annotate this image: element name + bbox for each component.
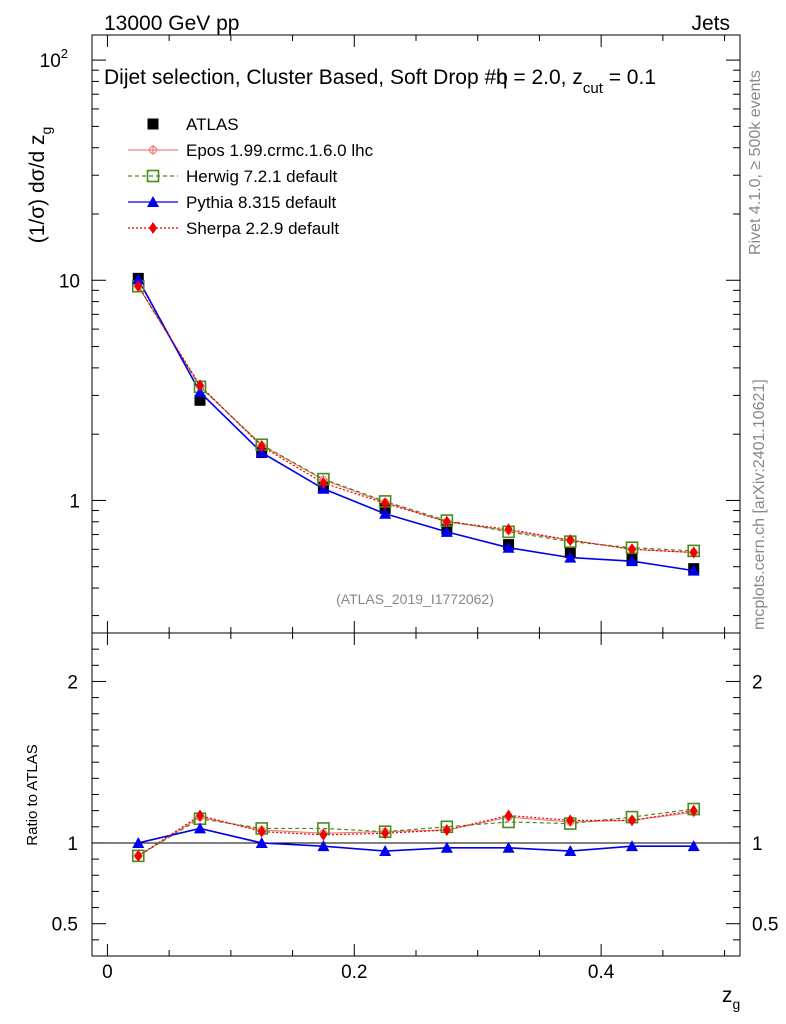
legend-label-0: Epos 1.99.crmc.1.6.0 lhc xyxy=(186,141,374,160)
series-3-point xyxy=(504,523,513,536)
x-tick-label: 0 xyxy=(102,962,113,983)
series-3-point xyxy=(689,546,698,559)
series-2-ratio-point xyxy=(502,841,515,853)
series-2-line xyxy=(137,278,694,572)
jets-label: Jets xyxy=(691,12,730,35)
series-2-ratio-point xyxy=(626,840,638,852)
series-3-ratio-point xyxy=(442,824,451,837)
series-3-point xyxy=(566,534,575,547)
legend-marker-2 xyxy=(147,196,159,207)
ratio-tick-label-right: 2 xyxy=(752,672,763,693)
x-tick-label: 0.4 xyxy=(588,962,615,983)
legend-marker-0 xyxy=(148,145,158,155)
series-2-ratio-point xyxy=(132,836,145,848)
series-3-line xyxy=(137,285,694,554)
legend-label-1: Herwig 7.2.1 default xyxy=(186,167,337,186)
ratio-tick-label: 1 xyxy=(67,834,78,855)
series-2-ratio-point xyxy=(687,840,700,852)
ratio-tick-label: 2 xyxy=(67,672,78,693)
series-3-point xyxy=(134,280,143,293)
series-2-point xyxy=(132,273,145,285)
series-3-point xyxy=(319,477,328,490)
series-2-ratio-point xyxy=(379,845,392,857)
legend-marker-1 xyxy=(146,169,160,183)
series-1-ratio-line xyxy=(137,808,694,857)
legend-atlas-marker xyxy=(147,118,159,130)
series-3-point xyxy=(257,440,266,453)
series-2-ratio-point xyxy=(194,822,206,834)
y-tick-label: 10 xyxy=(59,271,80,292)
series-2-point xyxy=(194,386,206,398)
series-3-point xyxy=(442,515,451,528)
energy-label: 13000 GeV pp xyxy=(104,12,239,35)
series-3-ratio-point xyxy=(196,809,204,822)
series-3-point xyxy=(628,543,636,556)
x-tick-label: 0.2 xyxy=(341,962,367,983)
rivet-label: Rivet 4.1.0, ≥ 500k events xyxy=(747,70,764,255)
mcplots-label: mcplots.cern.ch [arXiv:2401.10621] xyxy=(751,379,768,630)
series-1-line xyxy=(137,285,694,552)
legend-label-2: Pythia 8.315 default xyxy=(186,193,337,212)
chart-title: Dijet selection, Cluster Based, Soft Dro… xyxy=(104,66,656,97)
series-2-point xyxy=(626,555,638,567)
series-3-ratio-point xyxy=(319,828,328,841)
atlas-data-point xyxy=(194,394,206,406)
ratio-tick-label-right: 0.5 xyxy=(752,915,778,936)
y-axis-label: (1/σ) dσ/d zg xyxy=(26,127,54,244)
y-tick-label: 102 xyxy=(40,46,68,72)
series-3-ratio-line xyxy=(137,810,694,857)
ratio-panel-frame xyxy=(91,632,741,957)
series-2-point xyxy=(687,564,700,576)
ratio-tick-label-right: 1 xyxy=(752,834,763,855)
y-tick-label: 1 xyxy=(69,491,80,512)
ratio-axis-label: Ratio to ATLAS xyxy=(24,744,41,845)
series-3-ratio-point xyxy=(504,809,513,822)
series-3-ratio-point xyxy=(134,849,143,862)
series-2-ratio-point xyxy=(255,836,268,848)
legend: ATLAS Epos 1.99.crmc.1.6.0 lhc Herwig 7.2.… xyxy=(128,115,374,238)
series-3-ratio-point xyxy=(566,814,575,827)
series-3-point xyxy=(381,497,390,510)
series-2-ratio-point xyxy=(317,840,330,852)
series-3-point xyxy=(196,379,204,392)
ratio-tick-label: 0.5 xyxy=(52,915,78,936)
series-3-ratio-point xyxy=(628,814,636,827)
x-axis-label: zg xyxy=(722,984,740,1012)
legend-label-3: Sherpa 2.2.9 default xyxy=(186,219,339,238)
series-2-point xyxy=(502,541,515,553)
series-2-ratio-point xyxy=(564,845,577,857)
series-3-ratio-point xyxy=(381,827,390,840)
legend-marker-3 xyxy=(149,222,157,234)
analysis-watermark: (ATLAS_2019_I1772062) xyxy=(336,591,494,607)
series-3-ratio-point xyxy=(257,825,266,838)
series-2-point xyxy=(379,507,392,519)
series-3-ratio-point xyxy=(689,804,698,817)
series-layer xyxy=(131,272,701,863)
series-2-point xyxy=(564,551,577,563)
legend-atlas-label: ATLAS xyxy=(186,115,239,134)
series-2-ratio-line xyxy=(138,827,694,852)
series-2-ratio-point xyxy=(440,841,453,853)
series-2-point xyxy=(440,525,453,537)
